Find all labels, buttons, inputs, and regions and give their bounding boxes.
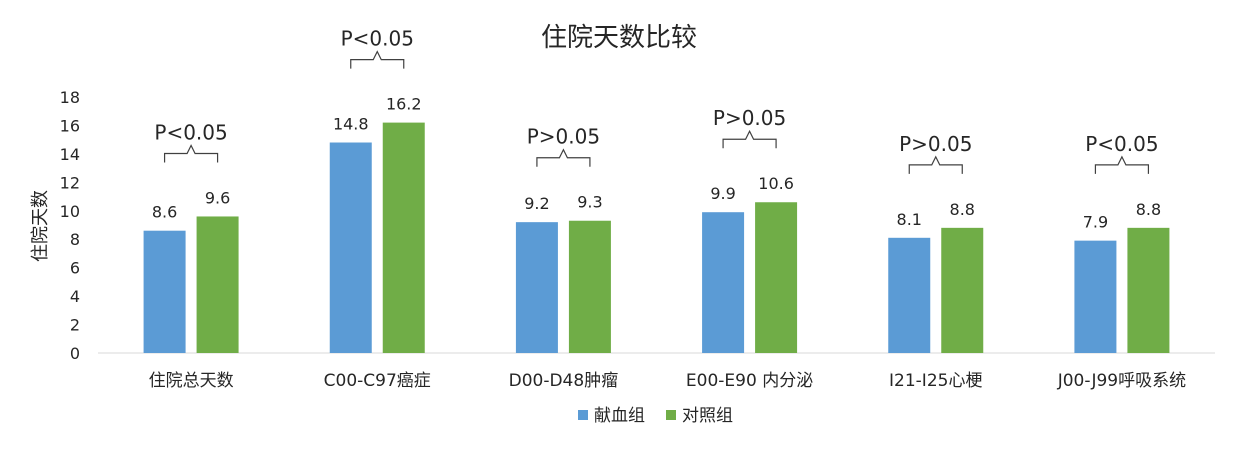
y-tick-label: 8 [70,230,80,249]
bar-value-label: 16.2 [386,95,422,114]
bar [568,220,611,353]
x-category-label: 住院总天数 [149,371,234,391]
y-axis-ticks: 0 2 4 6 8 10 12 14 16 18 [60,88,80,363]
bar [1127,227,1170,353]
y-tick-label: 12 [60,173,80,192]
bar [941,227,984,353]
bar [382,122,425,353]
significance-bracket [1094,155,1150,174]
x-category-label: E00-E90 内分泌 [686,371,813,391]
significance-bracket [536,148,591,167]
p-value-label: P>0.05 [527,125,600,149]
y-tick-label: 14 [60,145,80,164]
bar [143,230,186,353]
bar-value-label: 9.3 [577,193,602,212]
y-tick-label: 2 [70,316,80,335]
bars: 8.6 9.6 P<0.05 14.8 16.2 P<0.05 9.2 9.3 P>0.05 9.… [143,27,1170,353]
p-value-label: P<0.05 [341,27,414,51]
bar-value-label: 14.8 [333,115,369,134]
p-value-label: P<0.05 [1085,132,1158,156]
significance-bracket [722,129,777,149]
y-axis-label: 住院天数 [30,190,51,262]
x-category-label: C00-C97癌症 [324,371,431,391]
bar [515,222,558,353]
bar-value-label: 10.6 [758,174,794,193]
chart-title: 住院天数比较 [541,23,697,53]
y-tick-label: 18 [60,88,80,107]
bar [196,216,239,353]
legend: 献血组 对照组 [578,406,733,426]
legend-swatch [578,410,588,420]
bar [1074,240,1117,353]
p-value-label: P>0.05 [899,132,972,156]
bar-value-label: 8.6 [152,203,177,222]
x-category-label: I21-I25心梗 [889,371,982,391]
bar-value-label: 9.2 [524,194,549,213]
bar-value-label: 8.8 [1136,200,1161,219]
y-tick-label: 0 [70,344,80,363]
significance-bracket [350,50,405,69]
bar-value-label: 8.8 [950,200,975,219]
x-category-label: D00-D48肿瘤 [509,371,619,391]
bar-value-label: 9.9 [710,184,735,203]
bar [888,237,931,353]
p-value-label: P<0.05 [154,120,227,144]
y-tick-label: 6 [70,259,80,278]
x-axis-labels: 住院总天数 C00-C97癌症 D00-D48肿瘤 E00-E90 内分泌 I21-I2… [149,371,1187,391]
bar-value-label: 7.9 [1083,213,1108,232]
y-tick-label: 16 [60,116,80,135]
legend-swatch [666,410,676,420]
x-category-label: J00-J99呼吸系统 [1057,371,1186,391]
bar-value-label: 9.6 [205,188,230,207]
p-value-label: P>0.05 [713,106,786,130]
bar [702,212,745,353]
y-tick-label: 4 [70,287,80,306]
bar [329,142,372,353]
significance-bracket [908,155,963,174]
legend-label: 对照组 [682,406,733,426]
significance-bracket [163,144,219,163]
y-tick-label: 10 [60,202,80,221]
bar-value-label: 8.1 [897,210,922,229]
legend-label: 献血组 [594,406,645,426]
bar [755,202,798,353]
